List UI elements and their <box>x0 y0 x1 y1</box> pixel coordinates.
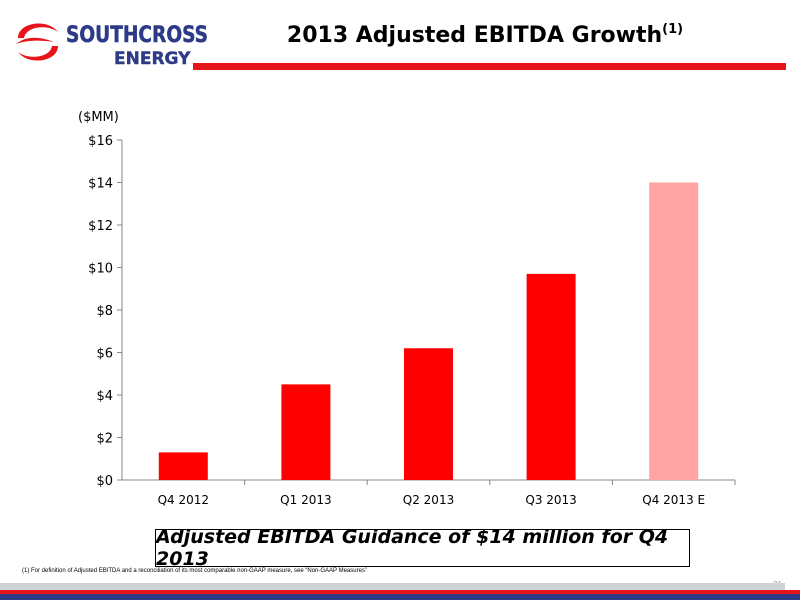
y-axis-label: ($MM) <box>78 110 119 125</box>
x-tick-label: Q1 2013 <box>280 493 331 507</box>
bar <box>404 348 453 480</box>
y-tick-label: $0 <box>96 474 113 489</box>
y-tick-label: $2 <box>96 432 113 447</box>
y-tick-label: $8 <box>96 304 113 319</box>
x-tick-label: Q3 2013 <box>525 493 576 507</box>
footnote: (1) For definition of Adjusted EBITDA an… <box>22 568 367 574</box>
y-tick-label: $6 <box>96 347 113 362</box>
y-tick-label: $14 <box>88 177 113 192</box>
footer-red-bar <box>0 590 800 594</box>
logo-line1: SOUTHCROSS <box>66 23 208 48</box>
y-tick-label: $16 <box>88 134 113 149</box>
chart-canvas: ($MM) $0 $2 $4 $6 $8 $10 $12 $14 $16 Q4 2012 Q1 201… <box>78 110 736 507</box>
ebitda-bar-chart: ($MM) $0 $2 $4 $6 $8 $10 $12 $14 $16 Q4 2012 Q1 201… <box>0 95 800 515</box>
y-tick-label: $10 <box>88 262 113 277</box>
title-underline-bar <box>193 63 786 70</box>
footer-blue-bar <box>0 594 800 600</box>
bar <box>158 452 208 480</box>
bar <box>649 182 699 480</box>
page-title-text: 2013 Adjusted EBITDA Growth <box>286 23 663 48</box>
x-tick-label: Q4 2012 <box>158 493 209 507</box>
page-title: 2013 Adjusted EBITDA Growth(1) <box>250 22 720 48</box>
y-tick-label: $12 <box>88 219 113 234</box>
guidance-callout-text: Adjusted EBITDA Guidance of $14 million … <box>156 526 669 570</box>
x-tick-label: Q2 2013 <box>403 493 454 507</box>
bar <box>281 384 331 480</box>
title-footnote-marker: (1) <box>662 22 684 37</box>
bar <box>526 273 576 480</box>
southcross-swirl-icon <box>16 23 58 61</box>
logo-line2: ENERGY <box>114 49 191 69</box>
guidance-callout-box: Adjusted EBITDA Guidance of $14 million … <box>155 526 690 570</box>
footer-grey-bar <box>0 583 785 590</box>
company-logo: SOUTHCROSS ENERGY <box>10 12 210 70</box>
y-tick-label: $4 <box>96 389 113 404</box>
x-tick-label: Q4 2013 E <box>642 493 705 507</box>
